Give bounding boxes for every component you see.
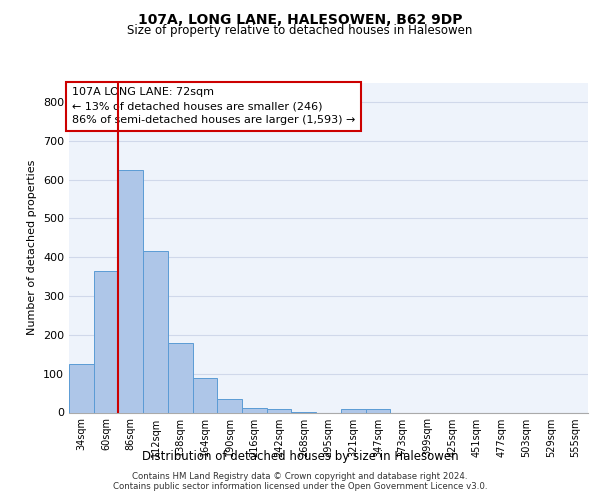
Bar bbox=[365, 410, 390, 412]
Bar bbox=[267, 408, 292, 412]
Bar bbox=[143, 252, 168, 412]
Text: Contains public sector information licensed under the Open Government Licence v3: Contains public sector information licen… bbox=[113, 482, 487, 491]
Bar bbox=[94, 271, 118, 412]
Bar bbox=[242, 408, 267, 412]
Bar bbox=[168, 342, 193, 412]
Text: Distribution of detached houses by size in Halesowen: Distribution of detached houses by size … bbox=[142, 450, 458, 463]
Text: 107A, LONG LANE, HALESOWEN, B62 9DP: 107A, LONG LANE, HALESOWEN, B62 9DP bbox=[138, 12, 462, 26]
Bar bbox=[193, 378, 217, 412]
Bar bbox=[341, 408, 365, 412]
Text: 107A LONG LANE: 72sqm
← 13% of detached houses are smaller (246)
86% of semi-det: 107A LONG LANE: 72sqm ← 13% of detached … bbox=[71, 88, 355, 126]
Text: Size of property relative to detached houses in Halesowen: Size of property relative to detached ho… bbox=[127, 24, 473, 37]
Bar bbox=[118, 170, 143, 412]
Bar bbox=[69, 364, 94, 412]
Text: Contains HM Land Registry data © Crown copyright and database right 2024.: Contains HM Land Registry data © Crown c… bbox=[132, 472, 468, 481]
Bar bbox=[217, 399, 242, 412]
Y-axis label: Number of detached properties: Number of detached properties bbox=[28, 160, 37, 335]
